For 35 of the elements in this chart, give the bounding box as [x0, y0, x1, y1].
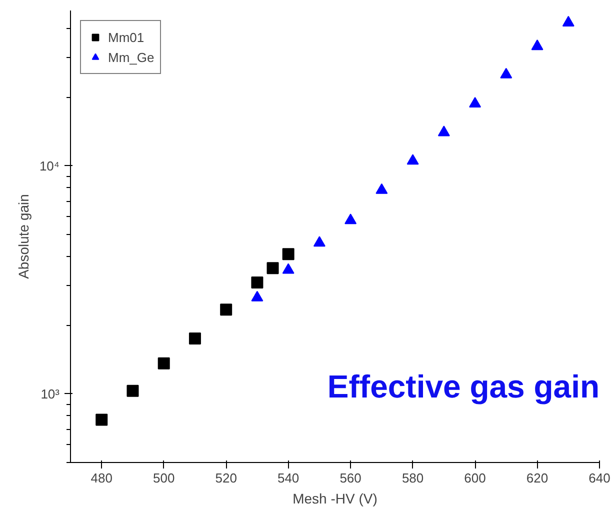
point — [469, 97, 482, 108]
y-tick-label: 10⁴ — [39, 158, 60, 174]
point — [406, 154, 419, 165]
legend-label: Mm_Ge — [108, 50, 154, 64]
point — [251, 290, 264, 302]
point — [313, 236, 326, 247]
x-tick-label: 580 — [402, 470, 424, 486]
point — [126, 384, 139, 397]
x-tick-label: 620 — [526, 470, 548, 486]
point — [282, 248, 294, 260]
point — [251, 276, 264, 288]
point — [158, 357, 170, 370]
x-tick-label: 540 — [277, 470, 300, 486]
x-axis-title: Mesh -HV (V) — [292, 490, 378, 506]
x-tick-label: 480 — [90, 470, 112, 486]
y-tick-label: 10³ — [40, 386, 60, 402]
x-tick-label: 600 — [464, 470, 486, 486]
point — [500, 68, 512, 78]
x-tick-label: 560 — [340, 470, 362, 486]
point — [562, 16, 574, 26]
annotation: Effective gas gain — [327, 368, 600, 404]
legend-label: Mm01 — [108, 30, 144, 44]
point — [96, 414, 108, 426]
point — [282, 263, 294, 274]
point — [188, 332, 201, 344]
x-tick-label: 520 — [215, 470, 237, 486]
x-tick-label: 500 — [153, 470, 175, 486]
point — [266, 262, 279, 274]
point — [220, 304, 232, 316]
point — [438, 126, 450, 136]
y-axis-title: Absolute gain — [15, 194, 32, 279]
point — [344, 214, 357, 224]
point — [531, 40, 544, 50]
x-tick-label: 640 — [588, 470, 610, 486]
point — [376, 183, 388, 194]
